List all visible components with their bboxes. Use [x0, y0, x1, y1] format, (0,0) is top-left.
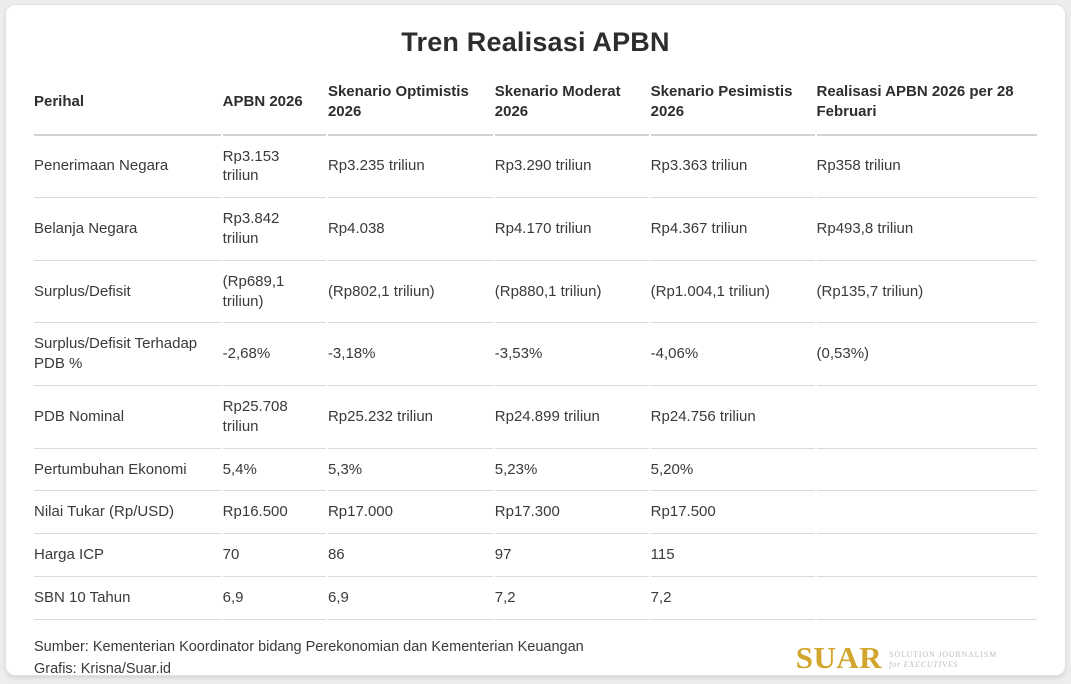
- cell-value: Rp16.500: [222, 491, 326, 535]
- cell-value: (Rp135,7 triliun): [816, 261, 1037, 324]
- row-label: Harga ICP: [34, 534, 221, 577]
- cell-value: [816, 491, 1037, 535]
- cell-value: Rp24.899 triliun: [494, 386, 649, 449]
- credits-block: Sumber: Kementerian Koordinator bidang P…: [34, 636, 584, 681]
- cell-value: Rp25.232 triliun: [327, 386, 493, 449]
- footer: Sumber: Kementerian Koordinator bidang P…: [32, 620, 1039, 681]
- cell-value: (Rp1.004,1 triliun): [650, 261, 815, 324]
- cell-value: 6,9: [222, 577, 326, 620]
- cell-value: 5,23%: [494, 449, 649, 492]
- cell-value: Rp17.300: [494, 491, 649, 535]
- cell-value: [816, 577, 1037, 620]
- cell-value: (Rp880,1 triliun): [494, 261, 649, 324]
- cell-value: Rp3.842 triliun: [222, 198, 326, 261]
- cell-value: [816, 386, 1037, 449]
- cell-value: [816, 449, 1037, 492]
- cell-value: -4,06%: [650, 323, 815, 386]
- cell-value: -3,53%: [494, 323, 649, 386]
- cell-value: (0,53%): [816, 323, 1037, 386]
- cell-value: 115: [650, 534, 815, 577]
- cell-value: 7,2: [650, 577, 815, 620]
- cell-value: Rp493,8 triliun: [816, 198, 1037, 261]
- column-header-5: Realisasi APBN 2026 per 28 Februari: [816, 76, 1037, 136]
- cell-value: -3,18%: [327, 323, 493, 386]
- cell-value: -2,68%: [222, 323, 326, 386]
- cell-value: Rp24.756 triliun: [650, 386, 815, 449]
- table-header: Perihal APBN 2026 Skenario Optimistis 2026…: [34, 76, 1037, 136]
- cell-value: Rp25.708 triliun: [222, 386, 326, 449]
- cell-value: Rp4.038: [327, 198, 493, 261]
- cell-value: Rp3.153 triliun: [222, 136, 326, 199]
- row-label: Surplus/Defisit: [34, 261, 221, 324]
- row-label: Surplus/Defisit Terhadap PDB %: [34, 323, 221, 386]
- cell-value: Rp17.000: [327, 491, 493, 535]
- credit-text: Grafis: Krisna/Suar.id: [34, 661, 171, 678]
- cell-value: Rp17.500: [650, 491, 815, 535]
- header-row: Perihal APBN 2026 Skenario Optimistis 2026…: [34, 76, 1037, 136]
- cell-value: 7,2: [494, 577, 649, 620]
- cell-value: 5,4%: [222, 449, 326, 492]
- row-label: Penerimaan Negara: [34, 136, 221, 199]
- logo-tagline-line2: for EXECUTIVES: [889, 660, 959, 670]
- cell-value: 86: [327, 534, 493, 577]
- table-row: Harga ICP 70 86 97 115: [34, 534, 1037, 577]
- cell-value: 6,9: [327, 577, 493, 620]
- source-text: Sumber: Kementerian Koordinator bidang P…: [34, 638, 584, 655]
- cell-value: Rp4.170 triliun: [494, 198, 649, 261]
- table-row: Pertumbuhan Ekonomi 5,4% 5,3% 5,23% 5,20%: [34, 449, 1037, 492]
- row-label: SBN 10 Tahun: [34, 577, 221, 620]
- cell-value: Rp3.290 triliun: [494, 136, 649, 199]
- row-label: Belanja Negara: [34, 198, 221, 261]
- column-header-2: Skenario Optimistis 2026: [327, 76, 493, 136]
- page-title: Tren Realisasi APBN: [401, 27, 670, 57]
- column-header-0: Perihal: [34, 76, 221, 136]
- table-row: Surplus/Defisit Terhadap PDB % -2,68% -3,1…: [34, 323, 1037, 386]
- table-body: Penerimaan Negara Rp3.153 triliun Rp3.235 …: [34, 136, 1037, 620]
- cell-value: Rp3.363 triliun: [650, 136, 815, 199]
- cell-value: (Rp689,1 triliun): [222, 261, 326, 324]
- cell-value: Rp4.367 triliun: [650, 198, 815, 261]
- infographic-card: Tren Realisasi APBN Perihal APBN 2026 Sken…: [5, 4, 1066, 677]
- cell-value: Rp3.235 triliun: [327, 136, 493, 199]
- suar-wordmark: SUAR: [795, 640, 883, 676]
- cell-value: 97: [494, 534, 649, 577]
- row-label: Nilai Tukar (Rp/USD): [34, 491, 221, 535]
- row-label: Pertumbuhan Ekonomi: [34, 449, 221, 492]
- table-row: Nilai Tukar (Rp/USD) Rp16.500 Rp17.000 Rp17…: [34, 491, 1037, 535]
- cell-value: Rp358 triliun: [816, 136, 1037, 199]
- cell-value: 5,3%: [327, 449, 493, 492]
- column-header-3: Skenario Moderat 2026: [494, 76, 649, 136]
- column-header-4: Skenario Pesimistis 2026: [650, 76, 815, 136]
- table-row: PDB Nominal Rp25.708 triliun Rp25.232 tril…: [34, 386, 1037, 449]
- logo-tagline: SOLUTION JOURNALISM for EXECUTIVES: [889, 646, 997, 670]
- apbn-table: Perihal APBN 2026 Skenario Optimistis 2026…: [32, 76, 1039, 620]
- cell-value: [816, 534, 1037, 577]
- cell-value: (Rp802,1 triliun): [327, 261, 493, 324]
- cell-value: 5,20%: [650, 449, 815, 492]
- table-row: SBN 10 Tahun 6,9 6,9 7,2 7,2: [34, 577, 1037, 620]
- table-row: Belanja Negara Rp3.842 triliun Rp4.038 Rp4.…: [34, 198, 1037, 261]
- cell-value: 70: [222, 534, 326, 577]
- table-row: Surplus/Defisit (Rp689,1 triliun) (Rp802,1…: [34, 261, 1037, 324]
- table-row: Penerimaan Negara Rp3.153 triliun Rp3.235 …: [34, 136, 1037, 199]
- suar-logo: SUAR SOLUTION JOURNALISM for EXECUTIVES: [796, 640, 997, 676]
- row-label: PDB Nominal: [34, 386, 221, 449]
- column-header-1: APBN 2026: [222, 76, 326, 136]
- logo-tagline-line1: SOLUTION JOURNALISM: [889, 650, 997, 660]
